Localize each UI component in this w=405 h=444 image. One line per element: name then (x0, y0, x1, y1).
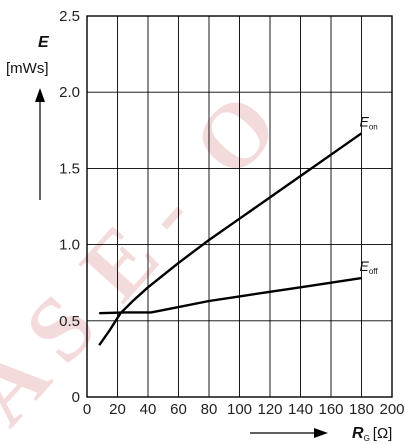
x-tick-label: 120 (257, 401, 282, 418)
x-tick-label: 80 (201, 401, 218, 418)
x-tick-label: 200 (379, 401, 404, 418)
x-tick-label: 60 (170, 401, 187, 418)
y-tick-label: 0 (72, 389, 80, 406)
x-tick-label: 180 (349, 401, 374, 418)
series-line-off (99, 276, 362, 315)
series-label-on: Eon (360, 113, 378, 131)
x-tick-label: 20 (109, 401, 126, 418)
y-tick-label: 2.0 (59, 84, 80, 101)
x-tick-label: 0 (83, 401, 91, 418)
grid (86, 15, 393, 398)
series-label-off: Eoff (360, 258, 379, 276)
series-line-on (98, 132, 363, 346)
x-tick-label: 40 (140, 401, 157, 418)
x-axis-title: RG [Ω] (352, 425, 392, 443)
y-tick-labels: 0 0.5 1.0 1.5 2.0 2.5 (59, 8, 80, 406)
x-tick-label: 140 (288, 401, 313, 418)
series-lines: Eon Eoff (98, 113, 379, 346)
y-tick-label: 2.5 (59, 8, 80, 25)
x-tick-label: 100 (227, 401, 252, 418)
x-axis-arrow-icon (250, 428, 328, 438)
y-tick-label: 0.5 (59, 313, 80, 330)
y-tick-label: 1.5 (59, 160, 80, 177)
x-tick-labels: 0 20 40 60 80 100 120 140 160 180 200 (83, 401, 405, 418)
plot-frame (86, 15, 393, 398)
y-axis-arrow-icon (35, 88, 45, 200)
y-axis-title: E (38, 34, 50, 51)
x-tick-label: 160 (318, 401, 343, 418)
y-axis-unit: [mWs] (6, 60, 49, 77)
y-tick-label: 1.0 (59, 237, 80, 254)
